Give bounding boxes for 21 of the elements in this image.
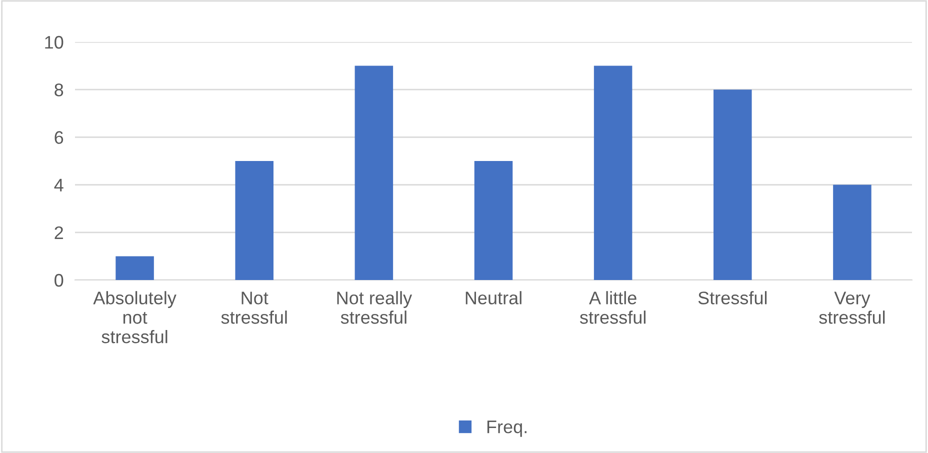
- bar: [235, 161, 274, 280]
- y-tick-label: 2: [54, 226, 63, 239]
- y-tick-label: 6: [54, 131, 64, 144]
- y-tick-label: 0: [54, 274, 64, 287]
- y-tick-label: 8: [54, 84, 64, 96]
- bar: [474, 161, 513, 280]
- bar: [833, 184, 872, 280]
- y-tick-label: 10: [45, 36, 64, 49]
- x-tick-label: Absolutely not stressful: [93, 291, 176, 344]
- x-tick-label: Not stressful: [221, 292, 287, 324]
- x-tick-label: Very stressful: [819, 292, 885, 324]
- bar: [354, 66, 394, 280]
- x-tick-label: Neutral: [466, 291, 522, 304]
- bar: [594, 66, 632, 280]
- bar: [714, 90, 752, 280]
- y-tick-label: 4: [54, 178, 64, 192]
- x-tick-label: Stressful: [698, 291, 767, 304]
- x-tick-label: A little stressful: [580, 291, 646, 324]
- x-tick-label: Not really stressful: [337, 291, 412, 324]
- bar: [116, 256, 154, 280]
- legend-label: Freq.: [487, 420, 526, 437]
